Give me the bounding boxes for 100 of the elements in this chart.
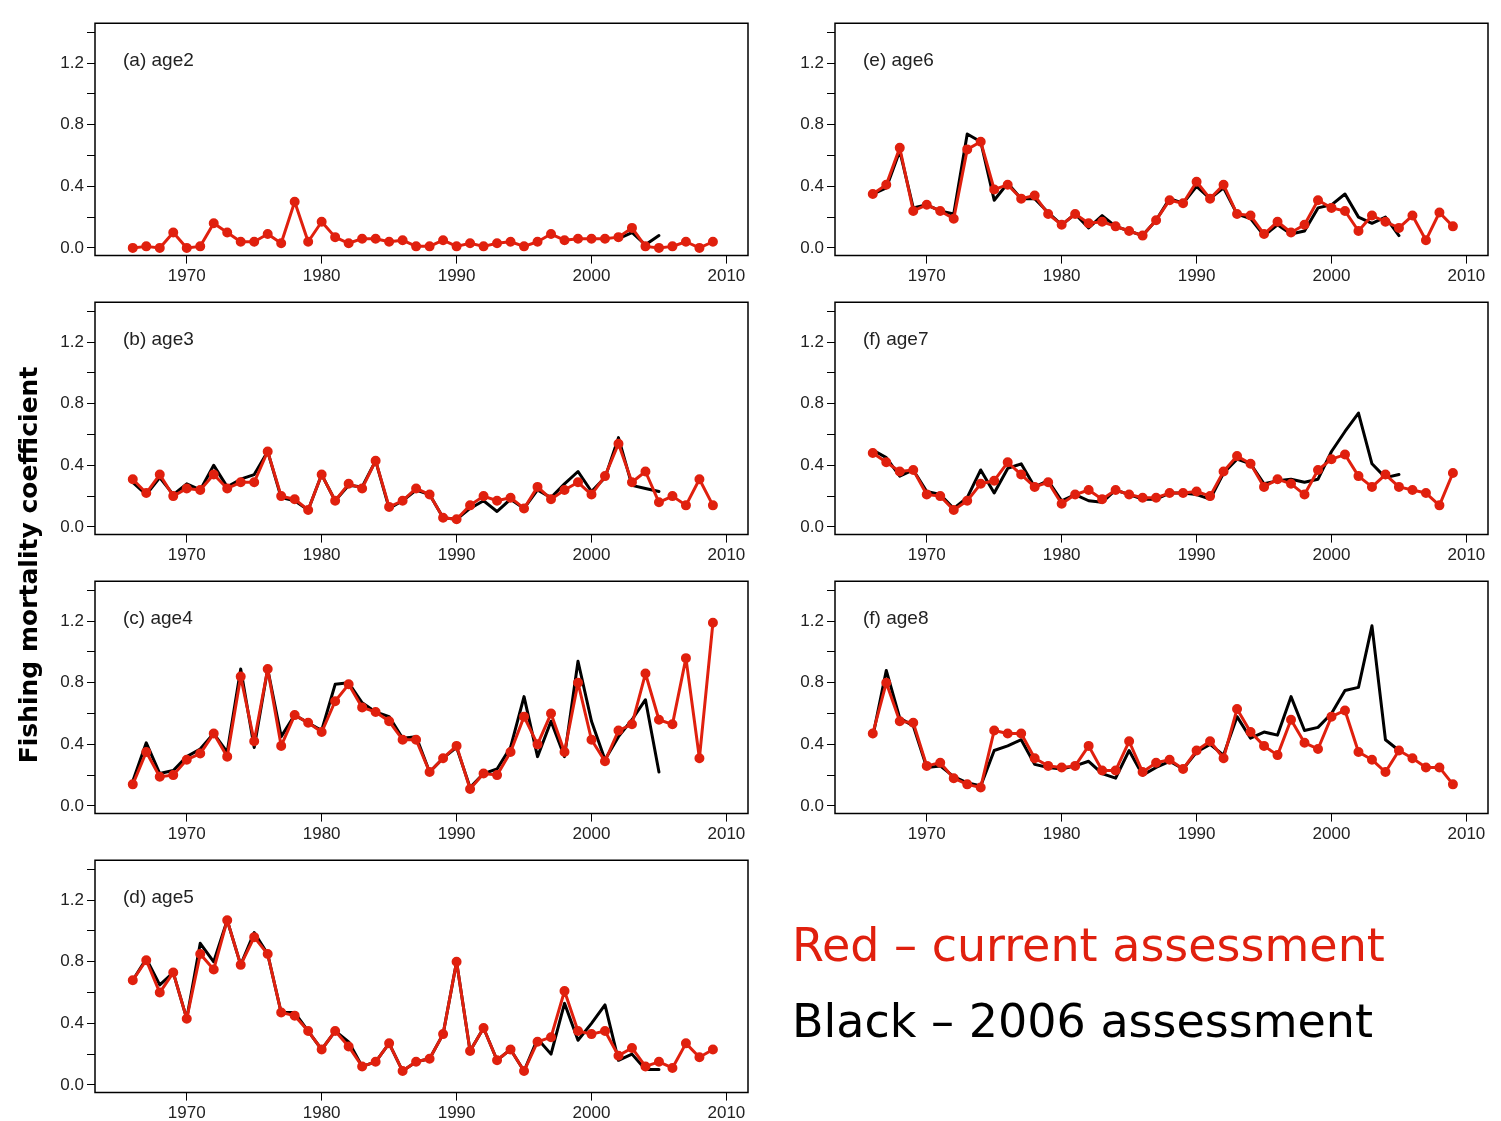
point [384, 1038, 395, 1049]
point [154, 987, 165, 998]
y-tick-label: 1.2 [800, 331, 824, 351]
point [316, 216, 327, 227]
point [343, 478, 354, 489]
point [208, 964, 219, 975]
point [1070, 760, 1081, 771]
point [465, 500, 476, 511]
point [599, 471, 610, 482]
point [465, 1046, 476, 1057]
y-tick-label: 1.2 [60, 610, 84, 630]
x-tick-label: 2010 [707, 824, 746, 844]
point [894, 716, 905, 727]
point [680, 500, 691, 511]
point [626, 1042, 637, 1053]
point [451, 514, 462, 525]
point [867, 448, 878, 459]
point [1339, 205, 1350, 216]
x-tick-label: 1970 [907, 824, 946, 844]
point [141, 488, 152, 499]
point [667, 1062, 678, 1073]
point [1326, 202, 1337, 213]
point [694, 474, 705, 485]
point [168, 967, 179, 978]
point [141, 241, 152, 252]
point [1110, 765, 1121, 776]
point [1313, 195, 1323, 206]
point [1151, 492, 1162, 503]
point [894, 142, 905, 153]
point [626, 719, 637, 730]
point [908, 205, 919, 216]
point [599, 1026, 610, 1037]
point [478, 241, 489, 252]
point [1353, 225, 1364, 236]
point [1313, 743, 1323, 754]
point [1097, 765, 1108, 776]
point [276, 238, 287, 249]
point [694, 753, 705, 764]
point [370, 1056, 381, 1067]
point [559, 235, 570, 246]
text: (d) age5 [123, 886, 194, 908]
point [303, 236, 314, 247]
point [532, 739, 543, 750]
point [1232, 451, 1243, 462]
y-tick-label: 0.8 [60, 951, 84, 971]
point [1380, 767, 1391, 778]
point [989, 725, 1000, 736]
text: (e) age6 [863, 49, 934, 71]
y-tick-label: 0.8 [800, 114, 824, 134]
point [586, 734, 597, 745]
point [1272, 750, 1283, 761]
point [357, 1061, 368, 1072]
point [1245, 458, 1256, 469]
point [532, 1036, 543, 1047]
point [478, 1022, 489, 1033]
point [168, 770, 179, 781]
point [1137, 492, 1148, 503]
point [894, 466, 905, 477]
point [262, 949, 273, 960]
point [1002, 728, 1013, 739]
point [867, 728, 878, 739]
point [519, 711, 530, 722]
point [1056, 498, 1067, 509]
point [154, 469, 165, 480]
point [208, 469, 219, 480]
y-tick-label: 0.8 [800, 672, 824, 692]
point [465, 783, 476, 794]
point [451, 241, 462, 252]
point [1205, 491, 1216, 502]
point [546, 229, 557, 240]
point [181, 483, 192, 494]
point [921, 199, 932, 210]
point [1299, 737, 1310, 748]
point [330, 232, 341, 243]
point [438, 235, 449, 246]
point [208, 728, 219, 739]
point [559, 484, 570, 495]
point [1407, 753, 1418, 764]
point [262, 446, 273, 457]
point [1164, 488, 1175, 499]
point [573, 477, 583, 488]
point [1164, 754, 1175, 765]
point [586, 1029, 597, 1040]
x-tick-label: 2010 [1447, 266, 1486, 286]
point [559, 747, 570, 758]
point [1313, 464, 1323, 475]
point [343, 1041, 354, 1052]
point [1002, 179, 1013, 190]
text: (c) age4 [123, 607, 194, 629]
point [1016, 469, 1027, 480]
point [168, 491, 179, 502]
point [1232, 209, 1243, 220]
x-tick-label: 1970 [907, 266, 946, 286]
y-tick-label: 0.4 [800, 176, 824, 196]
point [653, 242, 664, 253]
point [962, 144, 973, 155]
point [613, 438, 624, 449]
point [1286, 478, 1297, 489]
point [1299, 489, 1310, 500]
point [1447, 221, 1458, 232]
